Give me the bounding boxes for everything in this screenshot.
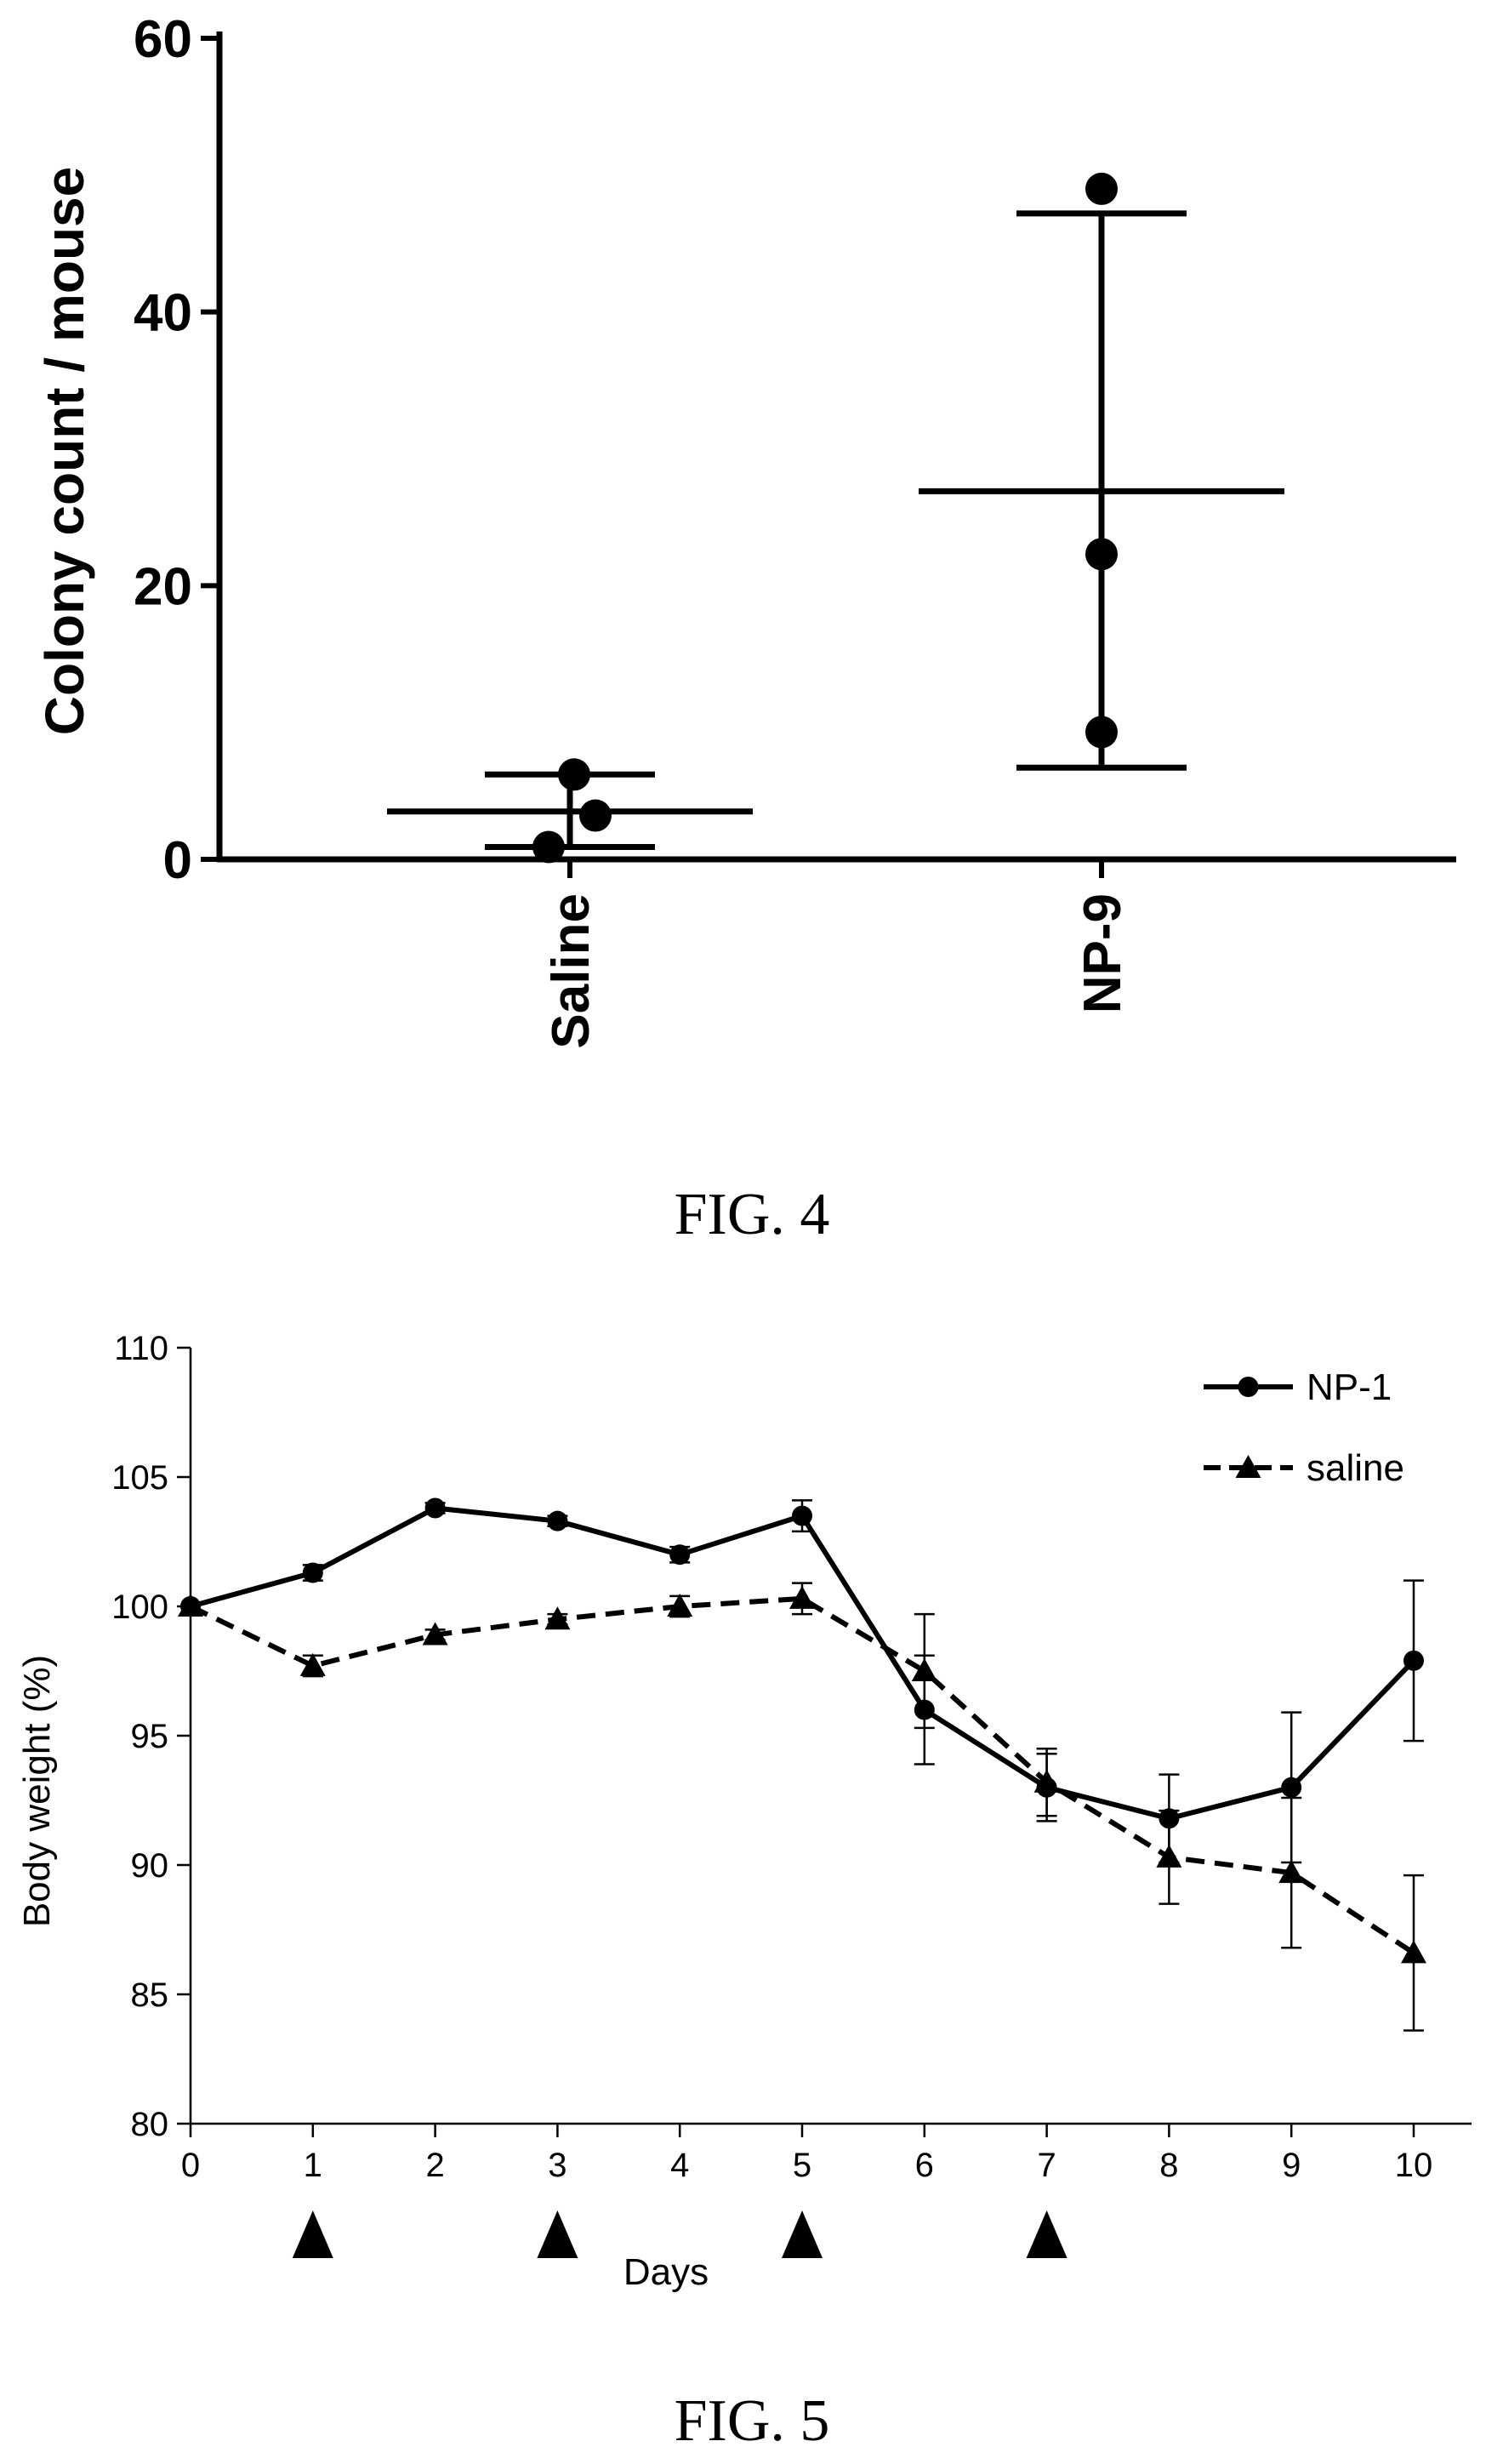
- fig5-caption: FIG. 5: [675, 2388, 830, 2454]
- fig4-y-tick-label: 20: [134, 557, 192, 616]
- fig5-legend-label: NP-1: [1307, 1366, 1392, 1408]
- fig5-x-tick-label: 2: [425, 2147, 444, 2184]
- fig5-series-line: [189, 1595, 1415, 1955]
- fig4-data-point: [1085, 172, 1118, 205]
- fig5-x-tick-label: 3: [548, 2147, 566, 2184]
- fig5-x-tick-label: 9: [1282, 2147, 1301, 2184]
- fig5-data-point: [1403, 1650, 1424, 1671]
- fig5-legend-marker: [1238, 1377, 1259, 1397]
- fig4-axes: [201, 31, 1456, 878]
- fig4-x-tick-labels: Saline NP-9: [542, 893, 1132, 1049]
- fig5-series: [178, 1497, 1426, 2032]
- fig4-data-point: [1085, 716, 1118, 749]
- fig5-series-saline: [178, 1582, 1426, 2032]
- fig5-data-point: [789, 1585, 815, 1609]
- fig5-y-tick-label: 80: [131, 2106, 169, 2143]
- fig4-data-point: [532, 830, 565, 864]
- fig5-x-tick-label: 5: [793, 2147, 811, 2184]
- fig4-caption: FIG. 4: [675, 1182, 830, 1247]
- fig5-data-point: [302, 1562, 323, 1583]
- fig5-y-tick-label: 85: [131, 1976, 169, 2014]
- fig5-data-point: [422, 1622, 448, 1646]
- fig5-axes: [177, 1346, 1472, 2137]
- fig4-y-tick-labels: 0 20 40 60: [134, 10, 192, 890]
- fig5-y-tick-label: 95: [131, 1718, 169, 1755]
- fig5-data-point: [547, 1510, 568, 1531]
- fig4-y-tick-label: 0: [163, 831, 192, 890]
- fig5-x-tick-label: 6: [915, 2147, 934, 2184]
- fig5-dosing-arrow: [1026, 2210, 1067, 2258]
- fig4-x-tick-label-saline: Saline: [542, 893, 601, 1049]
- fig5-data-point: [1156, 1844, 1182, 1868]
- fig5-data-point: [544, 1606, 571, 1630]
- fig4-x-tick-label-np-9: NP-9: [1073, 893, 1132, 1013]
- fig5-x-tick-label: 7: [1037, 2147, 1056, 2184]
- fig4-data-point: [558, 758, 590, 791]
- fig5-y-tick-label: 100: [111, 1588, 168, 1626]
- fig5-y-tick-label: 105: [111, 1459, 168, 1497]
- fig5-data-point: [792, 1505, 812, 1526]
- fig4-y-tick-label: 40: [134, 284, 192, 343]
- fig5-legend-label: saline: [1307, 1447, 1404, 1489]
- fig5-dosing-arrow: [292, 2210, 333, 2258]
- fig5-dosing-arrow: [782, 2210, 823, 2258]
- fig5-x-tick-label: 1: [304, 2147, 322, 2184]
- fig5-data-point: [667, 1594, 693, 1617]
- fig5-data-point: [911, 1658, 937, 1681]
- fig4-error-bars: [387, 210, 1284, 851]
- fig5-y-tick-label: 110: [114, 1330, 168, 1367]
- fig5-data-point: [1033, 1769, 1060, 1793]
- fig5-legend: NP-1 saline: [1204, 1366, 1404, 1489]
- fig5-data-point: [299, 1652, 326, 1676]
- fig5-legend-marker: [1235, 1455, 1261, 1478]
- fig4-chart: 0 20 40 60 Saline NP-9 Colony count / mouse: [34, 10, 1456, 1049]
- fig4-y-tick-label: 60: [134, 10, 192, 69]
- fig5-x-axis-label: Days: [623, 2251, 709, 2293]
- fig4-data-point: [579, 799, 612, 832]
- fig5-data-point: [178, 1594, 203, 1617]
- fig5-y-axis-label: Body weight (%): [16, 1655, 58, 1927]
- fig5-chart: 80 85 90 95 100 105 110 0 1 2 3 4 5 6 7 8 9 10 NP-1 salin…: [16, 1330, 1472, 2293]
- fig4-y-axis-label: Colony count / mouse: [34, 167, 95, 735]
- fig5-series-line: [190, 1505, 1416, 1822]
- fig5-data-point: [669, 1544, 691, 1566]
- fig5-x-tick-labels: 0 1 2 3 4 5 6 7 8 9 10: [181, 2147, 1432, 2184]
- fig5-x-tick-label: 8: [1159, 2147, 1178, 2184]
- fig5-y-tick-labels: 80 85 90 95 100 105 110: [111, 1330, 168, 2143]
- fig5-y-tick-label: 90: [131, 1847, 169, 1885]
- fig5-series-np-1: [180, 1497, 1424, 1864]
- fig5-x-tick-label: 10: [1395, 2147, 1433, 2184]
- fig5-dosing-markers: [292, 2210, 1067, 2258]
- fig5-data-point: [1401, 1940, 1426, 1964]
- fig4-data-point: [1085, 538, 1118, 571]
- fig4-points: [532, 172, 1118, 864]
- fig5-dosing-arrow: [537, 2210, 578, 2258]
- fig5-data-point: [424, 1497, 446, 1519]
- fig5-data-point: [1281, 1777, 1302, 1798]
- fig5-data-point: [1278, 1860, 1305, 1884]
- fig5-x-tick-label: 0: [181, 2147, 200, 2184]
- fig5-x-tick-label: 4: [670, 2147, 689, 2184]
